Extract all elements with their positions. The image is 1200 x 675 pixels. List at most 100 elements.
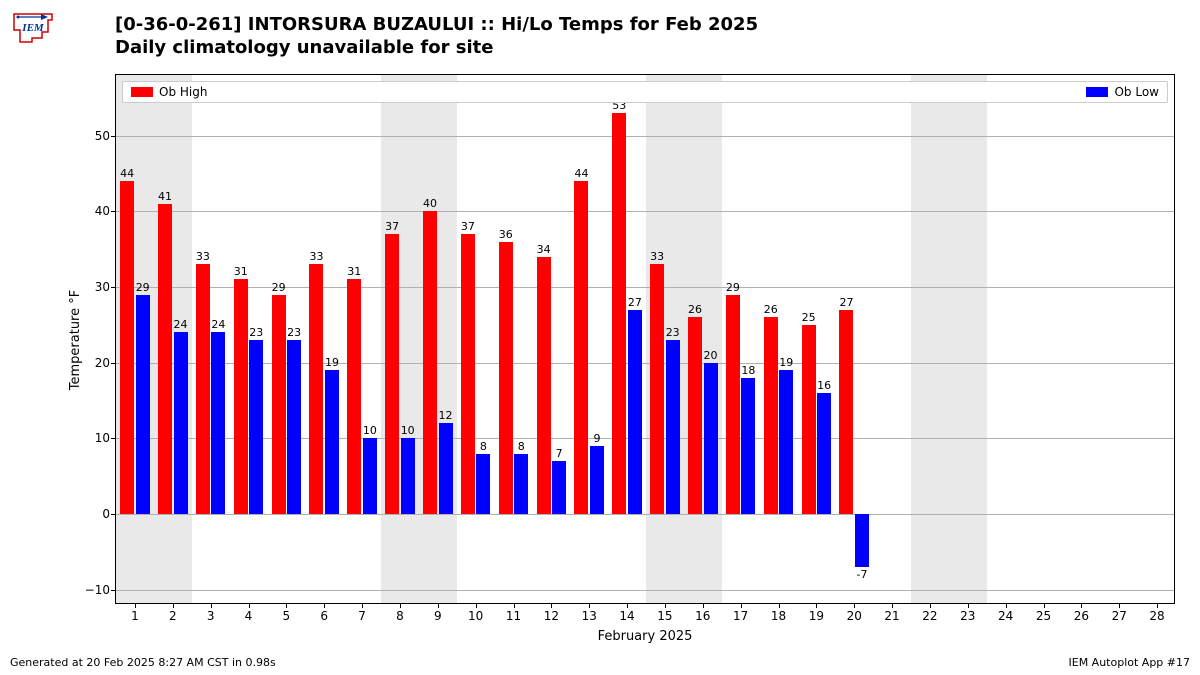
bar-high-label: 26 [764, 303, 778, 316]
xtick-label: 5 [283, 603, 291, 623]
bar-low-label: 8 [518, 440, 525, 453]
xtick-label: 17 [733, 603, 748, 623]
bar-high-label: 31 [234, 265, 248, 278]
title-line-2: Daily climatology unavailable for site [115, 37, 758, 60]
bar-high [347, 279, 361, 514]
ytick-label: 30 [95, 280, 116, 294]
bar-low [439, 423, 453, 514]
bar-high-label: 27 [839, 296, 853, 309]
bar-high [764, 317, 778, 514]
bar-low [590, 446, 604, 514]
gridline [116, 211, 1174, 212]
footer-generated-text: Generated at 20 Feb 2025 8:27 AM CST in … [10, 656, 276, 669]
ytick-label: 10 [95, 431, 116, 445]
bar-high [802, 325, 816, 514]
xtick-label: 26 [1074, 603, 1089, 623]
bar-low [249, 340, 263, 514]
gridline [116, 136, 1174, 137]
legend-label-low: Ob Low [1114, 85, 1159, 99]
bar-low-label: 27 [628, 296, 642, 309]
xtick-label: 13 [582, 603, 597, 623]
bar-low [628, 310, 642, 514]
bar-low [211, 332, 225, 514]
bar-low-label: 10 [401, 424, 415, 437]
xtick-label: 25 [1036, 603, 1051, 623]
legend-item-low: Ob Low [1086, 85, 1159, 99]
bar-low-label: 29 [136, 281, 150, 294]
bar-low-label: 19 [325, 356, 339, 369]
bar-low-label: 12 [439, 409, 453, 422]
bar-low-label: 18 [741, 364, 755, 377]
xtick-label: 1 [131, 603, 139, 623]
bar-high [423, 211, 437, 514]
bar-low-label: 23 [249, 326, 263, 339]
xtick-label: 11 [506, 603, 521, 623]
bar-low-label: 24 [174, 318, 188, 331]
bar-high-label: 33 [196, 250, 210, 263]
bar-low-label: 23 [287, 326, 301, 339]
bar-low [325, 370, 339, 514]
weekend-band [911, 75, 987, 603]
bar-low [476, 454, 490, 515]
bar-high [234, 279, 248, 514]
legend-swatch-high [131, 87, 153, 97]
title-line-1: [0-36-0-261] INTORSURA BUZAULUI :: Hi/Lo… [115, 14, 758, 37]
bar-high-label: 29 [272, 281, 286, 294]
bar-low-label: 9 [593, 432, 600, 445]
bar-low [401, 438, 415, 514]
svg-text:IEM: IEM [21, 22, 45, 34]
xtick-label: 18 [771, 603, 786, 623]
legend-label-high: Ob High [159, 85, 207, 99]
bar-high [499, 242, 513, 515]
bar-high-label: 40 [423, 197, 437, 210]
bar-high [726, 295, 740, 515]
ytick-label: 40 [95, 204, 116, 218]
bar-high [839, 310, 853, 514]
bar-high-label: 33 [309, 250, 323, 263]
xtick-label: 22 [922, 603, 937, 623]
xtick-label: 6 [320, 603, 328, 623]
bar-low [741, 378, 755, 514]
xtick-label: 19 [809, 603, 824, 623]
xtick-label: 12 [544, 603, 559, 623]
bar-high [196, 264, 210, 514]
xtick-label: 21 [884, 603, 899, 623]
bar-low [704, 363, 718, 514]
bar-low-label: -7 [856, 568, 867, 581]
ytick-label: 50 [95, 129, 116, 143]
footer-app-text: IEM Autoplot App #17 [1069, 656, 1191, 669]
xtick-label: 28 [1149, 603, 1164, 623]
xtick-label: 2 [169, 603, 177, 623]
bar-high [688, 317, 702, 514]
chart-title: [0-36-0-261] INTORSURA BUZAULUI :: Hi/Lo… [115, 14, 758, 59]
y-axis-label: Temperature °F [68, 290, 83, 390]
xtick-label: 4 [245, 603, 253, 623]
gridline [116, 590, 1174, 591]
bar-high [650, 264, 664, 514]
xtick-label: 3 [207, 603, 215, 623]
ytick-label: 0 [102, 507, 116, 521]
xtick-label: 16 [695, 603, 710, 623]
bar-low-label: 20 [704, 349, 718, 362]
bar-low [514, 454, 528, 515]
bar-high-label: 44 [120, 167, 134, 180]
gridline [116, 514, 1174, 515]
xtick-label: 10 [468, 603, 483, 623]
bar-low-label: 23 [666, 326, 680, 339]
chart-legend: Ob High Ob Low [122, 81, 1168, 103]
xtick-label: 27 [1112, 603, 1127, 623]
bar-high-label: 37 [461, 220, 475, 233]
ytick-label: −10 [85, 583, 116, 597]
xtick-label: 20 [847, 603, 862, 623]
bar-high [272, 295, 286, 515]
bar-high-label: 37 [385, 220, 399, 233]
bar-low-label: 10 [363, 424, 377, 437]
bar-high-label: 36 [499, 228, 513, 241]
bar-low [363, 438, 377, 514]
bar-high [309, 264, 323, 514]
bar-low-label: 16 [817, 379, 831, 392]
bar-low-label: 8 [480, 440, 487, 453]
ytick-label: 20 [95, 356, 116, 370]
bar-high-label: 33 [650, 250, 664, 263]
xtick-label: 23 [960, 603, 975, 623]
